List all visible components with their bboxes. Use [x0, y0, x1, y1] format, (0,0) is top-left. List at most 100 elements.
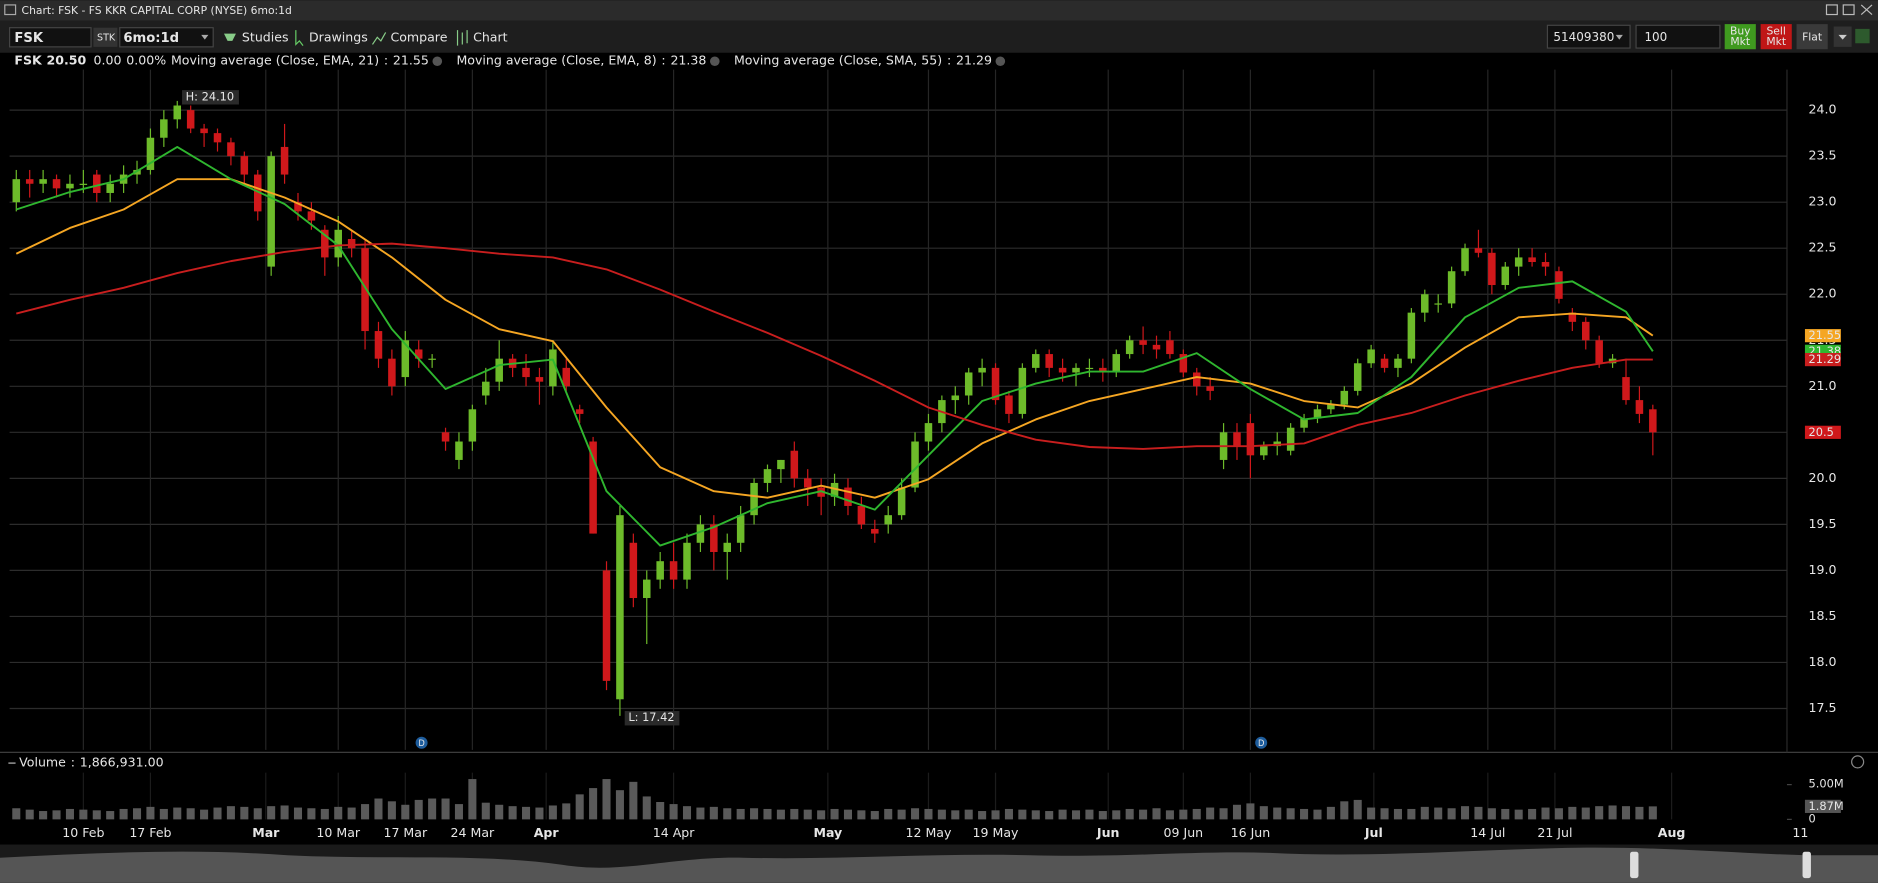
volume-bar — [320, 808, 329, 820]
candle-body — [643, 579, 651, 599]
x-tick-label: Apr — [534, 825, 560, 840]
candle-body — [1407, 312, 1416, 359]
volume-bar — [1474, 806, 1483, 820]
volume-bar — [25, 809, 34, 820]
x-tick-label: 19 May — [973, 825, 1020, 840]
ma-line — [15, 178, 1654, 499]
volume-bar — [817, 810, 826, 820]
volume-bar — [589, 788, 598, 820]
candle-body — [750, 482, 758, 516]
candle-body — [991, 367, 1000, 401]
volume-bar — [387, 801, 396, 820]
volume-bar — [1568, 806, 1577, 820]
candle-body — [1447, 271, 1456, 304]
volume-bar — [1514, 809, 1523, 820]
navigator-handle[interactable] — [1802, 851, 1811, 879]
annotation-box — [624, 711, 680, 726]
quantity-input[interactable] — [1635, 24, 1721, 49]
candle-body — [777, 459, 785, 470]
volume-bar — [159, 808, 168, 820]
legend-remove[interactable] — [432, 56, 443, 67]
candle-body — [924, 423, 933, 442]
volume-bar — [1152, 808, 1161, 820]
volume-bar — [535, 807, 544, 820]
volume-bar — [1581, 807, 1590, 820]
buy-label: Mkt — [1730, 35, 1750, 48]
volume-bar — [401, 804, 410, 820]
volume-bar — [750, 808, 759, 820]
chart-layer: 17.518.018.519.019.520.020.521.021.522.0… — [9, 53, 1844, 840]
volume-bar — [1353, 799, 1362, 820]
candle-body — [1622, 377, 1630, 401]
volume-bar — [1541, 807, 1550, 820]
volume-bar — [1098, 811, 1107, 820]
buy-label: Buy — [1730, 24, 1751, 37]
studies-button[interactable]: Studies — [242, 29, 289, 44]
volume-bar — [830, 808, 839, 820]
volume-bar — [1259, 806, 1268, 820]
candle-body — [696, 524, 705, 543]
period-select[interactable] — [119, 27, 214, 48]
candle-body — [1233, 432, 1241, 447]
candle-body — [455, 441, 463, 460]
chart-button[interactable]: Chart — [473, 29, 508, 44]
compare-button[interactable]: Compare — [390, 29, 447, 44]
candle-body — [1595, 340, 1603, 364]
volume-bar — [723, 808, 732, 820]
account-select[interactable] — [1546, 24, 1631, 49]
ma-line — [16, 242, 1653, 450]
y-tick-label: 18.0 — [1809, 654, 1837, 669]
volume-bar — [1273, 807, 1282, 820]
flat-button[interactable] — [1796, 24, 1828, 50]
volume-bar — [1595, 806, 1604, 820]
volume-bar — [1501, 808, 1510, 820]
candle-body — [401, 340, 410, 378]
candle-body — [200, 128, 208, 134]
window-controls[interactable] — [1825, 4, 1873, 16]
candle-body — [897, 487, 906, 516]
legend-remove[interactable] — [710, 56, 720, 67]
volume-bar — [200, 809, 209, 820]
x-tick-label: 21 Jul — [1537, 825, 1572, 840]
navigator-handle[interactable] — [1630, 851, 1639, 879]
candle-body — [294, 202, 302, 212]
y-tick-label: 20.0 — [1809, 470, 1837, 485]
candle-body — [160, 119, 168, 138]
x-tick-label: 16 Jun — [1231, 825, 1271, 840]
drawings-button[interactable]: Drawings — [309, 29, 368, 44]
buy-button[interactable] — [1724, 24, 1756, 50]
event-marker[interactable] — [1255, 736, 1268, 749]
candle-body — [978, 367, 986, 373]
candle-body — [535, 377, 544, 382]
y-tick-label: 21.0 — [1809, 378, 1837, 393]
volume-bar — [1461, 806, 1470, 820]
candle-body — [1380, 358, 1389, 368]
legend-remove[interactable] — [995, 56, 1006, 67]
volume-bar — [293, 807, 303, 820]
event-marker[interactable] — [415, 736, 428, 749]
volume-bar — [146, 806, 155, 820]
candle-body — [1649, 409, 1657, 433]
title-bar — [0, 0, 1878, 21]
candle-body — [441, 432, 450, 442]
volume-bar — [1420, 806, 1429, 820]
y-tick-label: 17.5 — [1809, 700, 1837, 715]
candle-body — [1434, 303, 1442, 305]
event-label: D — [1258, 738, 1264, 748]
link-button[interactable] — [1855, 28, 1870, 44]
close-panel[interactable] — [1851, 755, 1865, 769]
volume-bar — [1165, 810, 1174, 820]
candle-body — [227, 142, 235, 157]
candle-body — [629, 542, 638, 599]
candle-body — [374, 331, 383, 359]
sell-button[interactable] — [1760, 24, 1792, 50]
x-tick-label: 17 Feb — [129, 825, 171, 840]
candle-body — [1018, 367, 1027, 414]
volume-bar — [763, 808, 772, 820]
volume-bar — [79, 809, 88, 820]
candle-body — [736, 515, 745, 543]
y-tick-label: 19.0 — [1809, 562, 1837, 577]
symbol-input[interactable] — [8, 27, 92, 48]
x-tick-label: 10 Mar — [316, 825, 361, 840]
volume-bar — [267, 806, 276, 820]
